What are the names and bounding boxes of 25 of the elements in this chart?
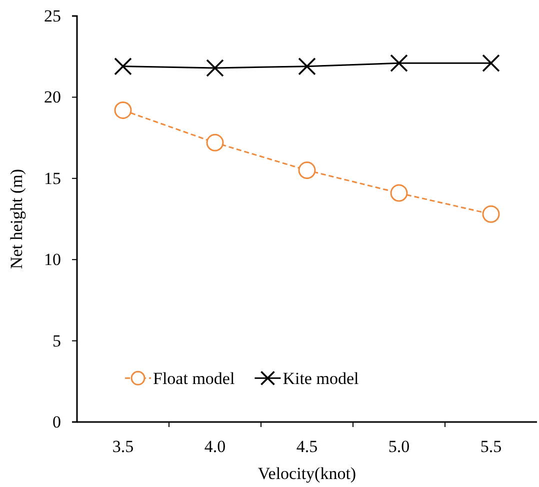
x-axis-title: Velocity(knot) [258, 464, 356, 483]
point [482, 54, 500, 72]
legend-label: Float model [153, 369, 235, 388]
point [206, 134, 224, 152]
point [298, 57, 316, 76]
y-tick-label: 10 [44, 250, 61, 270]
point [390, 54, 408, 72]
x-tick-label: 5.5 [480, 437, 502, 456]
point [114, 57, 132, 76]
y-tick-label: 0 [52, 412, 61, 432]
point [298, 162, 316, 180]
x-tick-label: 3.5 [112, 437, 134, 456]
point [206, 59, 224, 77]
y-tick-label: 20 [44, 88, 61, 107]
y-axis-title: Net height (m) [7, 168, 26, 270]
point [482, 205, 500, 223]
x-tick-label: 5.0 [388, 437, 410, 456]
point [114, 101, 132, 119]
y-tick-label: 5 [52, 331, 61, 350]
legend-label: Kite model [282, 369, 359, 388]
x-tick-label: 4.0 [204, 437, 226, 456]
y-tick-label: 15 [44, 168, 61, 188]
x-tick-label: 4.5 [296, 437, 318, 456]
y-tick-label: 25 [44, 6, 61, 26]
point [390, 184, 408, 202]
